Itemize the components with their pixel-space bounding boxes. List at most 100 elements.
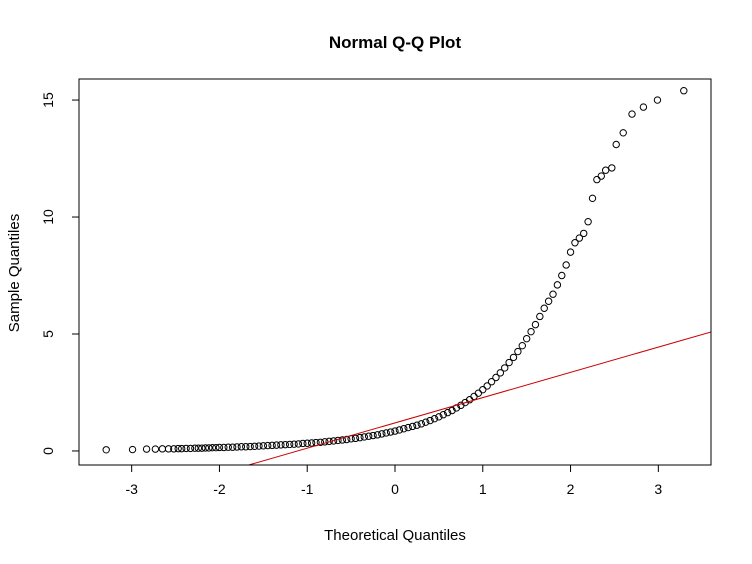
data-point [386, 428, 395, 436]
data-point [128, 445, 137, 454]
y-tick-label: 15 [40, 92, 56, 108]
data-point [522, 334, 531, 343]
data-point [307, 439, 316, 447]
data-point [360, 433, 368, 441]
data-point [400, 425, 408, 433]
data-point [505, 358, 513, 367]
data-point [250, 442, 259, 450]
data-point [194, 444, 203, 452]
data-point [178, 444, 186, 453]
chart-title: Normal Q-Q Plot [329, 33, 462, 52]
x-tick-label: 2 [567, 481, 575, 497]
x-tick-label: 1 [479, 481, 487, 497]
data-point [536, 312, 544, 321]
data-point [588, 194, 597, 203]
data-points [102, 86, 688, 454]
data-point [628, 110, 636, 118]
data-point [351, 434, 360, 443]
data-point [395, 426, 404, 434]
x-tick-label: 0 [391, 481, 399, 497]
data-point [205, 444, 213, 452]
data-point [164, 445, 173, 453]
data-point [562, 261, 570, 269]
data-point [487, 378, 496, 386]
data-point [509, 353, 518, 362]
x-axis-label: Theoretical Quantiles [324, 527, 466, 544]
data-point [242, 443, 250, 451]
data-point [142, 445, 151, 453]
data-point [215, 443, 224, 452]
data-point [608, 164, 616, 172]
data-point [619, 129, 627, 137]
data-point [259, 442, 268, 450]
data-point [182, 444, 190, 453]
data-point [549, 290, 557, 298]
data-point [102, 446, 110, 454]
data-point [544, 297, 553, 305]
data-point [653, 96, 662, 104]
reference-line [246, 331, 711, 465]
data-point [208, 443, 217, 452]
data-point [299, 439, 307, 448]
data-point [264, 441, 272, 450]
data-point [224, 443, 232, 451]
data-point [378, 430, 386, 438]
data-point [212, 443, 220, 452]
data-point [268, 441, 276, 450]
x-tick-label: -1 [301, 481, 314, 497]
data-point [373, 431, 382, 439]
data-point [290, 440, 298, 448]
data-point [285, 440, 294, 449]
data-point [571, 239, 579, 247]
data-point [174, 444, 182, 453]
data-point [518, 341, 526, 350]
data-point [237, 443, 246, 451]
data-point [483, 382, 491, 390]
data-point [364, 432, 373, 440]
data-point [612, 140, 620, 149]
data-point [422, 418, 430, 426]
data-point [527, 327, 535, 336]
data-point [501, 364, 509, 372]
data-point [338, 436, 347, 444]
data-point [329, 437, 338, 445]
data-point [439, 411, 447, 419]
data-point [639, 103, 648, 111]
x-tick-label: -2 [213, 481, 226, 497]
data-point [151, 445, 160, 453]
data-point [246, 442, 254, 451]
data-point [601, 166, 610, 174]
data-point [255, 442, 263, 450]
data-point [233, 443, 241, 451]
data-point [369, 431, 377, 440]
data-point [294, 440, 303, 448]
data-point [228, 443, 237, 451]
data-point [281, 440, 289, 449]
y-axis: 0 5 10 15 [40, 92, 79, 455]
data-point [558, 271, 566, 280]
data-point [408, 422, 417, 431]
data-point [435, 413, 443, 421]
data-point [356, 433, 364, 442]
data-point [382, 429, 390, 437]
plot-frame [78, 78, 712, 466]
data-point [413, 421, 421, 429]
data-point [566, 248, 575, 256]
y-axis-label: Sample Quantiles [6, 214, 23, 332]
data-point [479, 385, 487, 394]
x-tick-label: 3 [654, 481, 662, 497]
data-point [584, 218, 592, 226]
x-axis: -3 -2 -1 0 1 2 3 [125, 465, 662, 497]
data-point [272, 441, 281, 449]
data-point [391, 427, 399, 435]
y-tick-label: 5 [40, 330, 56, 338]
data-point [417, 420, 426, 428]
data-point [492, 373, 500, 382]
reference-line-layer [246, 331, 711, 465]
data-point [470, 392, 478, 401]
data-point [496, 369, 505, 377]
data-point [198, 444, 206, 452]
y-tick-label: 10 [40, 209, 56, 225]
data-point [443, 408, 452, 417]
